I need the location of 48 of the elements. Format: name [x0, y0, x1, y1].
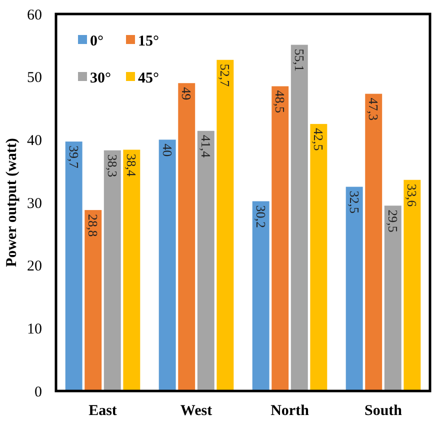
y-tick-label: 30: [27, 196, 42, 212]
bar: [178, 83, 196, 391]
y-tick-label: 0: [34, 384, 42, 400]
y-tick-label: 40: [27, 132, 42, 149]
data-label: 33,6: [404, 184, 420, 208]
bar: [252, 201, 270, 391]
bar: [384, 206, 402, 391]
bar: [123, 150, 140, 391]
bar: [290, 44, 308, 391]
y-tick-label: 60: [27, 7, 42, 24]
bar: [346, 186, 363, 391]
data-label: 49: [179, 87, 194, 100]
data-label: 47,3: [366, 98, 382, 121]
bar: [216, 60, 234, 391]
y-tick-label: 10: [27, 321, 42, 338]
data-label: 28,8: [86, 214, 101, 237]
legend-label: 15°: [138, 33, 159, 50]
x-tick-label: North: [270, 403, 310, 419]
data-label: 32,5: [346, 190, 362, 214]
x-tick-label: West: [180, 403, 212, 419]
data-label: 38,3: [104, 154, 120, 178]
data-label: 41,4: [198, 134, 214, 158]
bar: [158, 140, 176, 391]
bar: [104, 150, 121, 391]
bar: [404, 180, 421, 391]
y-tick-label: 20: [27, 258, 42, 275]
bar: [197, 130, 214, 391]
bar: [84, 210, 102, 391]
bar: [365, 94, 382, 391]
data-label: 42,5: [311, 128, 326, 151]
data-label: 30,2: [253, 205, 268, 228]
bar: [310, 124, 328, 391]
data-label: 52,7: [218, 64, 233, 88]
bar: [65, 142, 82, 391]
data-label: 38,4: [124, 154, 140, 177]
y-axis-title: Power output (watt): [4, 138, 20, 267]
legend-label: 0°: [90, 33, 104, 50]
data-label: 29,5: [385, 210, 400, 232]
data-label: 40: [160, 144, 175, 157]
x-tick-label: South: [364, 403, 403, 419]
data-label: 48,5: [272, 90, 288, 114]
legend-label: 30°: [90, 70, 111, 86]
legend-label: 45°: [138, 70, 159, 86]
bar: [272, 86, 289, 391]
y-tick-label: 50: [27, 70, 42, 86]
data-label: 55,1: [292, 48, 307, 72]
x-tick-label: East: [88, 403, 117, 419]
data-label: 39,7: [66, 146, 82, 169]
